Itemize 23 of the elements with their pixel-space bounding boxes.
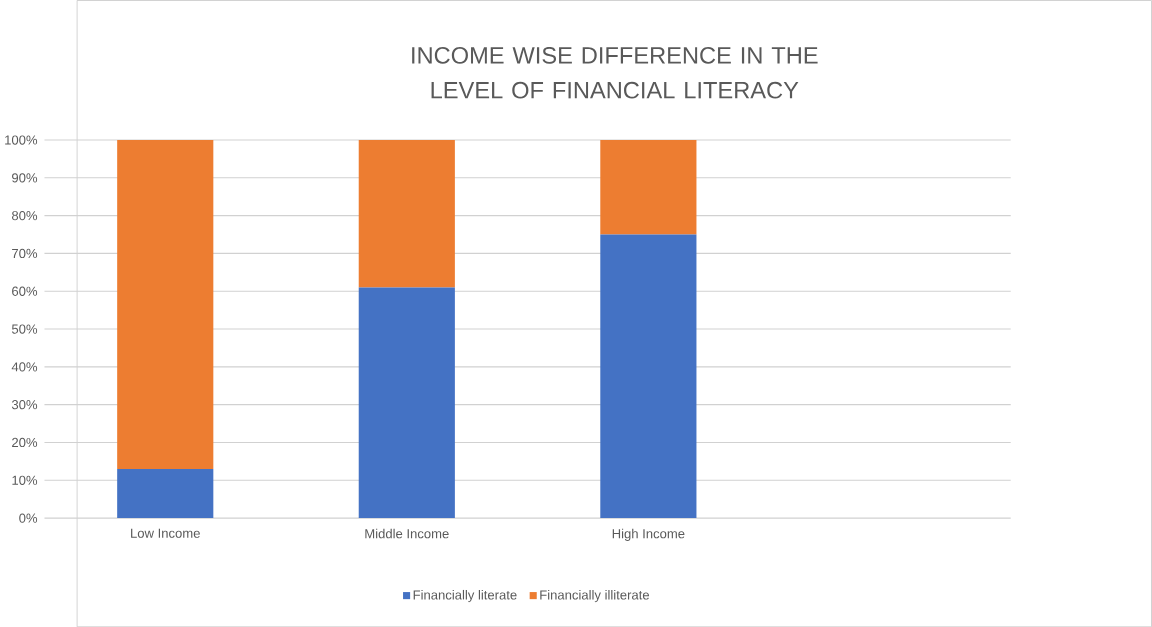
x-tick-label: Middle Income <box>365 528 449 539</box>
y-tick-label: 80% <box>11 210 38 221</box>
y-tick-label: 100% <box>5 135 38 145</box>
chart-title: INCOME WISE DIFFERENCE IN THE LEVEL OF FINANCIAL LITERACY <box>412 46 818 99</box>
y-tick-label: 30% <box>11 399 38 410</box>
bar <box>117 468 214 518</box>
y-tick-label: 50% <box>11 324 38 334</box>
legend-label: Financially illiterate <box>540 589 650 602</box>
y-tick-label: 10% <box>12 475 38 485</box>
y-tick-label: 90% <box>12 173 38 183</box>
bar <box>117 139 214 469</box>
y-tick-label: 70% <box>12 248 38 258</box>
bar <box>600 234 697 518</box>
bar <box>600 139 697 235</box>
y-tick-label: 60% <box>12 286 38 296</box>
legend-label: Financially literate <box>413 589 517 602</box>
y-tick-label: 40% <box>11 362 38 372</box>
x-tick-label: Low Income <box>131 528 200 538</box>
bar <box>358 139 455 288</box>
x-tick-label: High Income <box>612 528 685 541</box>
bar <box>358 287 455 518</box>
y-tick-label: 20% <box>12 437 38 447</box>
y-tick-label: 0% <box>19 513 38 523</box>
